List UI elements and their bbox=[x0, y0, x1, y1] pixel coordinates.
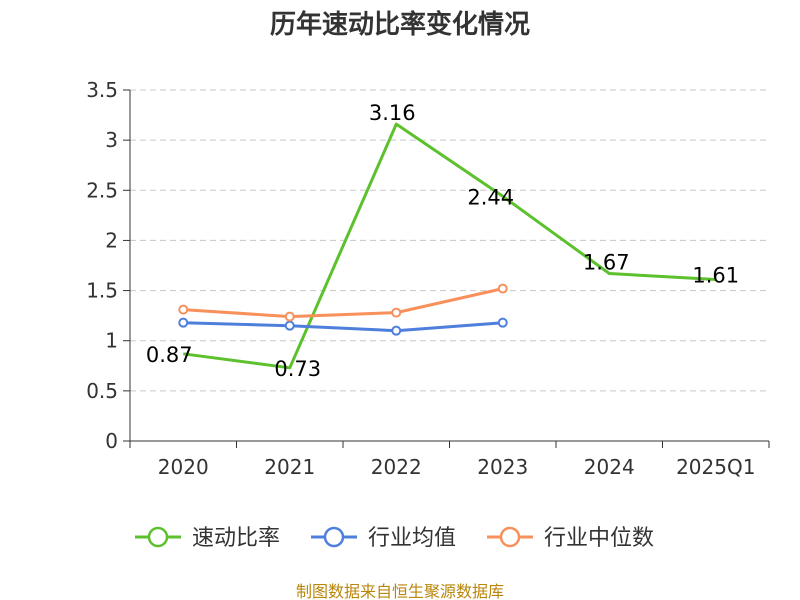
source-note: 制图数据来自恒生聚源数据库 bbox=[296, 582, 504, 600]
y-tick-label: 3.5 bbox=[86, 78, 118, 102]
legend-item: 速动比率 bbox=[135, 526, 280, 551]
data-point bbox=[497, 317, 508, 328]
y-tick-label: 3 bbox=[105, 128, 118, 152]
y-tick-label: 2.5 bbox=[86, 178, 118, 202]
gridlines bbox=[130, 89, 769, 392]
series-line bbox=[183, 321, 503, 333]
legend-label: 行业均值 bbox=[368, 526, 456, 551]
legend-marker-icon bbox=[499, 526, 521, 548]
legend-marker-icon bbox=[323, 526, 345, 548]
series-line bbox=[183, 122, 716, 370]
legend-marker-icon bbox=[147, 526, 169, 548]
chart-title: 历年速动比率变化情况 bbox=[270, 9, 530, 40]
axes: 0 0.5 1 1.5 2 2.5 3 3.5 2020 2021 2022 2023 2024 2025… bbox=[86, 78, 770, 479]
data-label: 1.61 bbox=[692, 264, 739, 288]
x-tick-label: 2022 bbox=[371, 455, 422, 479]
y-tick-label: 1.5 bbox=[86, 279, 118, 303]
legend-label: 行业中位数 bbox=[544, 526, 654, 551]
data-point bbox=[391, 325, 402, 336]
data-label: 2.44 bbox=[467, 185, 514, 209]
data-label: 0.73 bbox=[274, 357, 321, 381]
legend-item: 行业均值 bbox=[311, 526, 456, 551]
y-tick-label: 0.5 bbox=[86, 379, 118, 403]
series-lines bbox=[178, 122, 716, 370]
x-tick-label: 2020 bbox=[158, 455, 209, 479]
data-point bbox=[284, 311, 295, 322]
y-tick-label: 1 bbox=[105, 329, 118, 353]
data-label: 1.67 bbox=[583, 251, 630, 275]
legend-label: 速动比率 bbox=[192, 526, 280, 551]
y-tick-label: 2 bbox=[105, 228, 118, 252]
data-point bbox=[178, 317, 189, 328]
data-point bbox=[497, 283, 508, 294]
x-tick-label: 2021 bbox=[264, 455, 315, 479]
legend-item: 行业中位数 bbox=[487, 526, 654, 551]
data-point bbox=[391, 307, 402, 318]
x-tick-label: 2024 bbox=[584, 455, 635, 479]
data-point bbox=[178, 304, 189, 315]
data-label: 0.87 bbox=[146, 343, 193, 367]
series-line bbox=[183, 287, 504, 319]
legend: 速动比率 行业均值 行业中位数 bbox=[135, 526, 654, 551]
y-tick-label: 0 bbox=[105, 429, 118, 453]
data-point bbox=[284, 320, 295, 331]
data-label: 3.16 bbox=[369, 101, 416, 125]
x-tick-label: 2023 bbox=[477, 455, 528, 479]
data-labels: 0.87 0.73 3.16 2.44 1.67 1.61 bbox=[146, 101, 739, 381]
x-tick-label: 2025Q1 bbox=[676, 455, 755, 479]
